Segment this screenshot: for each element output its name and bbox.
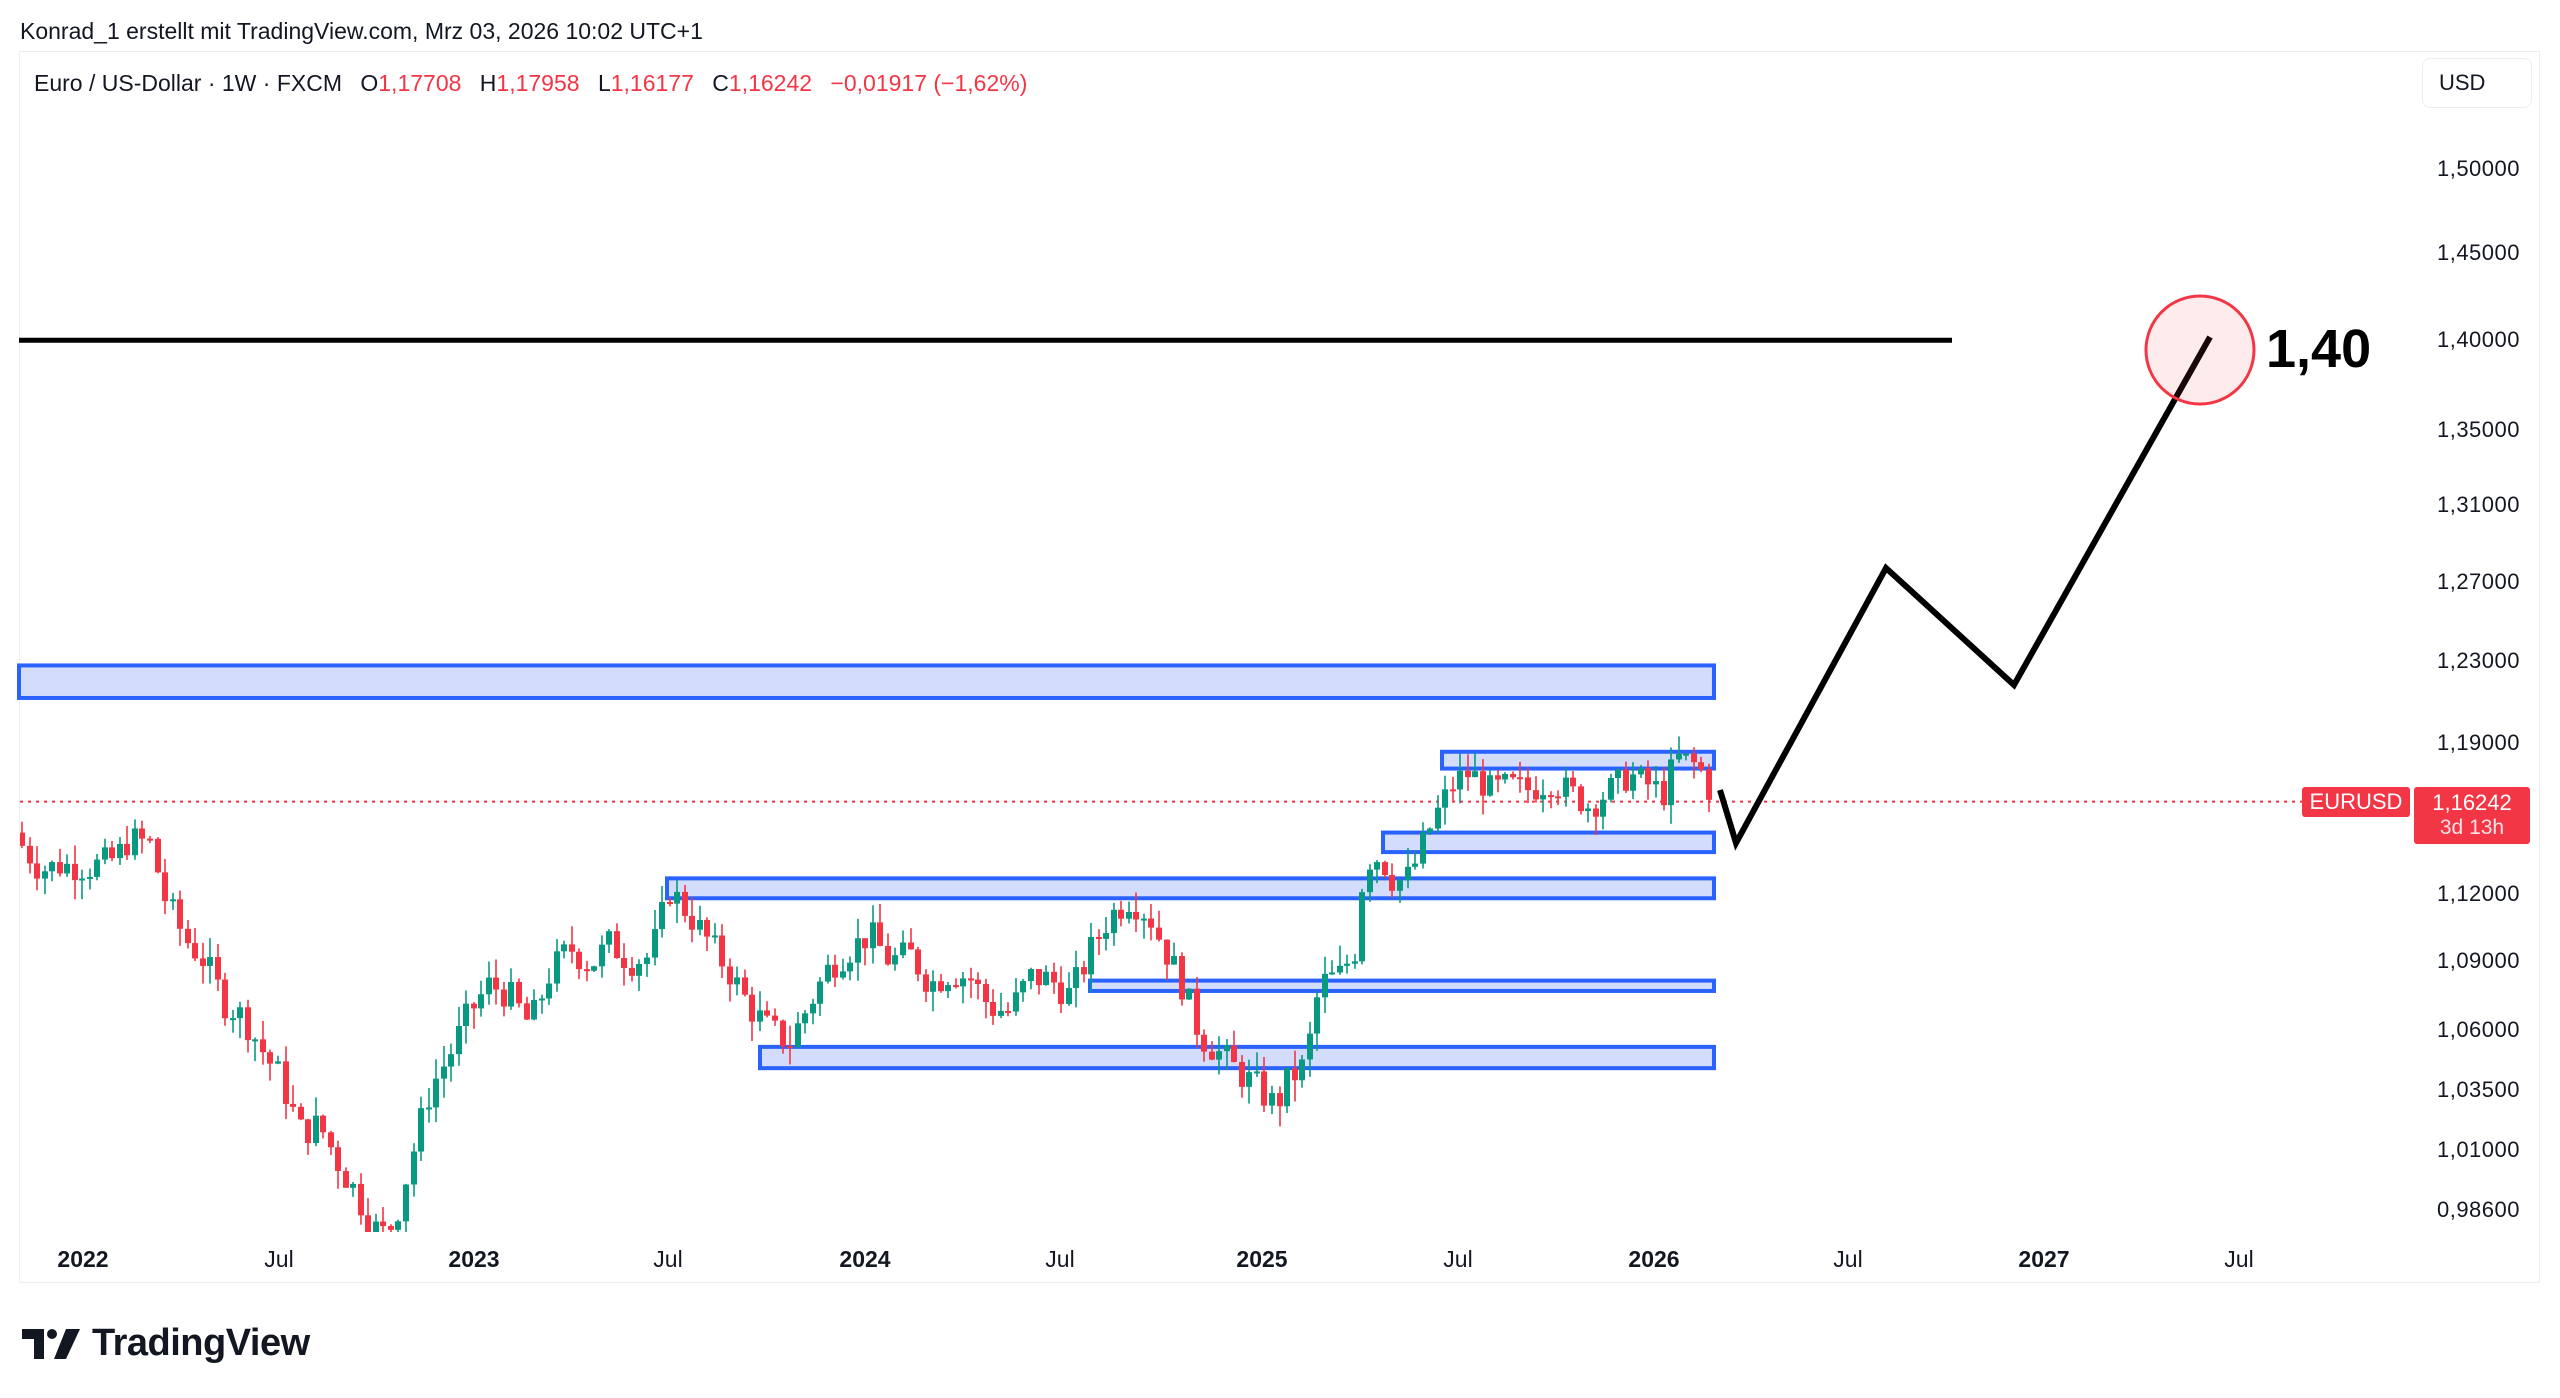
symbol-description: Euro / US-Dollar · 1W · FXCM — [34, 70, 342, 96]
time-tick: Jul — [653, 1246, 683, 1272]
zone-1.18[interactable] — [1440, 749, 1716, 771]
time-tick: 2023 — [448, 1246, 500, 1272]
price-tick: 1,03500 — [2436, 1076, 2520, 1102]
zone-1.14[interactable] — [1381, 830, 1716, 855]
chart-caption: Konrad_1 erstellt mit TradingView.com, M… — [20, 18, 703, 44]
price-tick: 1,19000 — [2436, 730, 2520, 756]
projection-zigzag[interactable] — [1717, 335, 2213, 851]
last-price-tag: 1,16242 3d 13h — [2414, 787, 2530, 844]
last-price-value: 1,16242 — [2432, 790, 2512, 815]
price-tick: 1,12000 — [2436, 880, 2520, 906]
change-value: −0,01917 (−1,62%) — [830, 70, 1028, 96]
price-tick: 1,23000 — [2436, 648, 2520, 674]
tradingview-logo-icon — [22, 1328, 80, 1359]
zone-1.125[interactable] — [665, 876, 1716, 901]
close-label: C — [712, 70, 729, 96]
open-value: 1,17708 — [378, 70, 462, 96]
open-label: O — [360, 70, 379, 96]
high-value: 1,17958 — [496, 70, 580, 96]
price-tick: 1,35000 — [2436, 417, 2520, 443]
price-tick: 1,06000 — [2436, 1017, 2520, 1043]
tradingview-logo-text: TradingView — [92, 1322, 310, 1364]
price-tick: 1,27000 — [2436, 568, 2520, 594]
target-circle[interactable] — [2144, 294, 2256, 406]
price-tick: 1,31000 — [2436, 492, 2520, 518]
time-tick: 2024 — [839, 1246, 891, 1272]
symbol-legend: Euro / US-Dollar · 1W · FXCM O1,17708 H1… — [34, 70, 1027, 97]
time-tick: Jul — [1045, 1246, 1075, 1272]
zone-1.08[interactable] — [1088, 978, 1716, 993]
low-value: 1,16177 — [610, 70, 694, 96]
close-value: 1,16242 — [728, 70, 813, 96]
time-tick: Jul — [264, 1246, 294, 1272]
zone-1.23[interactable] — [17, 663, 1716, 700]
price-tick: 1,50000 — [2436, 156, 2520, 182]
time-tick: 2026 — [1628, 1246, 1680, 1272]
time-tick: Jul — [1833, 1246, 1863, 1272]
high-label: H — [479, 70, 497, 96]
price-tick: 1,45000 — [2436, 240, 2520, 266]
currency-button[interactable]: USD — [2422, 58, 2532, 108]
low-label: L — [597, 70, 611, 96]
price-tick: 1,01000 — [2436, 1137, 2520, 1163]
price-tick: 0,98600 — [2436, 1196, 2520, 1222]
support-resistance-zones[interactable] — [17, 663, 1716, 1071]
price-tick: 1,09000 — [2436, 948, 2520, 974]
time-tick: Jul — [2224, 1246, 2254, 1272]
price-tick: 1,40000 — [2436, 327, 2520, 353]
symbol-price-tag: EURUSD — [2302, 787, 2410, 817]
target-label: 1,40 — [2266, 319, 2372, 379]
bar-countdown: 3d 13h — [2439, 816, 2505, 839]
candles — [20, 736, 1712, 1232]
time-tick: 2027 — [2018, 1246, 2070, 1272]
time-tick: 2022 — [57, 1246, 109, 1272]
time-tick: Jul — [1443, 1246, 1473, 1272]
tradingview-logo[interactable]: TradingView — [22, 1322, 310, 1365]
time-tick: 2025 — [1236, 1246, 1288, 1272]
